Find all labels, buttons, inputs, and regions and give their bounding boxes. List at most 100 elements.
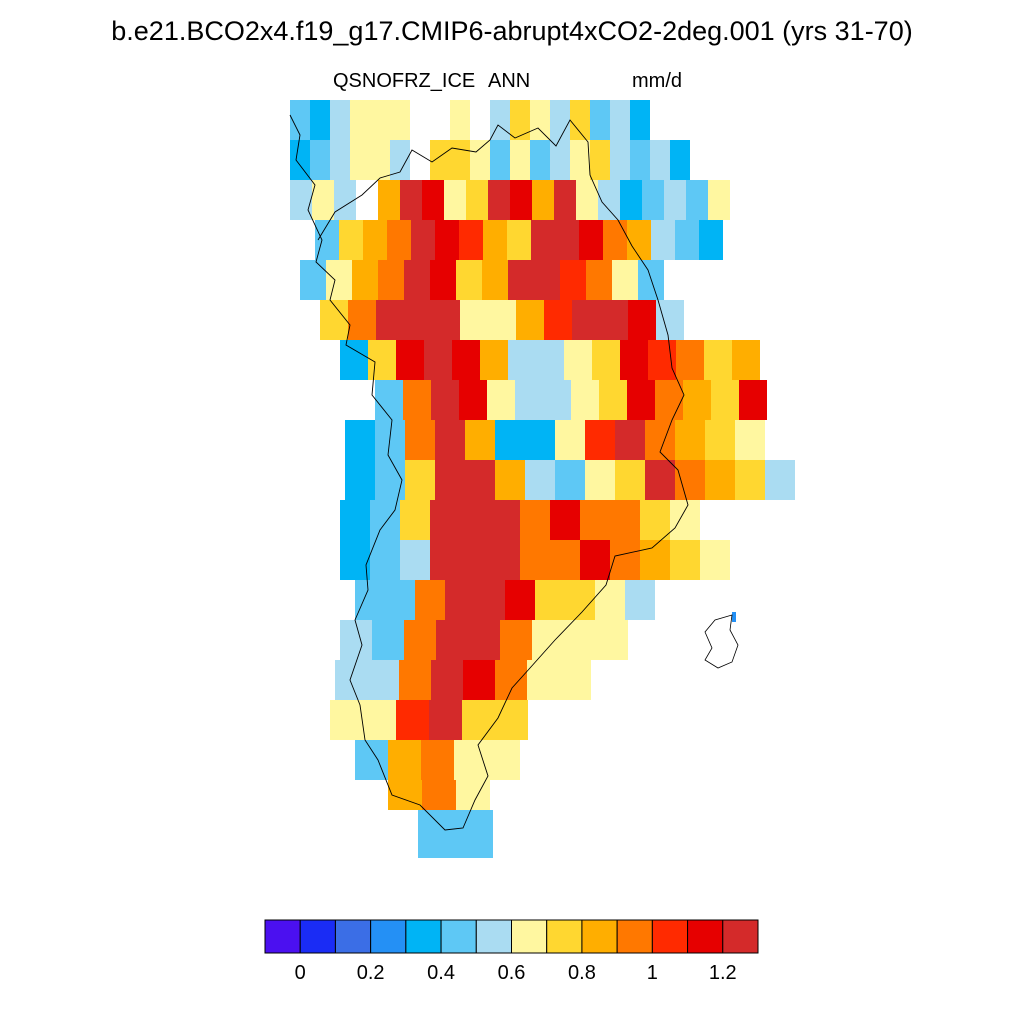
map-cell <box>350 140 370 180</box>
map-cell <box>404 300 432 340</box>
map-cell <box>570 140 590 180</box>
map-cell <box>670 140 690 180</box>
map-cell <box>459 220 483 260</box>
map-cell <box>683 380 711 420</box>
map-cell <box>435 420 465 460</box>
map-cell <box>620 180 642 220</box>
map-cell <box>550 500 580 540</box>
map-cell <box>664 180 686 220</box>
map-cell <box>670 540 700 580</box>
map-cell <box>430 260 456 300</box>
map-cell <box>460 540 490 580</box>
map-cell <box>330 100 350 140</box>
variable-label: QSNOFRZ_ICE <box>333 70 476 92</box>
map-cell <box>340 340 368 380</box>
map-cell <box>378 260 404 300</box>
units-label: mm/d <box>632 70 682 92</box>
map-cell <box>396 340 424 380</box>
map-cell <box>445 580 475 620</box>
map-cell <box>290 140 310 180</box>
map-cell <box>564 620 596 660</box>
colorbar-box <box>264 919 301 954</box>
map-cell <box>436 620 468 660</box>
map-cell <box>708 180 730 220</box>
map-cell <box>367 660 399 700</box>
iceland-coastline <box>704 614 739 669</box>
map-cell <box>508 340 536 380</box>
map-cell <box>642 180 664 220</box>
map-cell <box>560 260 586 300</box>
map-cell <box>610 140 630 180</box>
map-cell <box>385 580 415 620</box>
map-cell <box>387 220 411 260</box>
map-cell <box>375 460 405 500</box>
map-cell <box>596 620 628 660</box>
map-cell <box>610 500 640 540</box>
map-cell <box>655 380 683 420</box>
colorbar-box <box>405 919 442 954</box>
map-cell <box>534 260 560 300</box>
map-cell <box>704 340 732 380</box>
map-cell <box>675 420 705 460</box>
map-cell <box>466 180 488 220</box>
map-cell <box>490 540 520 580</box>
map-cell <box>564 340 592 380</box>
colorbar-box <box>334 919 372 954</box>
map-cell <box>459 380 487 420</box>
map-cell <box>600 300 628 340</box>
map-cell <box>590 100 610 140</box>
map-cell <box>507 220 531 260</box>
map-cell <box>565 580 595 620</box>
map-cell <box>334 180 356 220</box>
map-cell <box>495 460 525 500</box>
map-cell <box>525 420 555 460</box>
map-cell <box>350 100 370 140</box>
map-cell <box>699 220 723 260</box>
map-cell <box>630 100 650 140</box>
map-cell <box>530 100 550 140</box>
map-cell <box>735 420 765 460</box>
map-cell <box>520 500 550 540</box>
map-cell <box>335 660 367 700</box>
map-cell <box>570 100 590 140</box>
map-cell <box>555 460 585 500</box>
colorbar-box <box>687 919 724 954</box>
map-cell <box>418 810 493 858</box>
colorbar-box <box>546 919 583 954</box>
map-cell <box>310 140 330 180</box>
map-cell <box>370 500 400 540</box>
map-cell <box>339 220 363 260</box>
map-cell <box>532 620 564 660</box>
map-cell <box>363 700 396 740</box>
map-cell <box>554 180 576 220</box>
colorbar-tick-label: 0.4 <box>427 962 455 984</box>
map-cell <box>435 220 459 260</box>
map-cell <box>422 780 456 810</box>
map-cell <box>615 460 645 500</box>
map-cell <box>487 740 520 780</box>
map-cell <box>411 220 435 260</box>
map-cell <box>765 460 795 500</box>
map-cell <box>739 380 767 420</box>
colorbar-box <box>440 919 477 954</box>
map-cell <box>388 780 422 810</box>
map-cell <box>572 300 600 340</box>
map-cell <box>430 140 450 180</box>
map-cell <box>370 540 400 580</box>
map-cell <box>651 220 675 260</box>
map-cell <box>363 220 387 260</box>
map-cell <box>400 540 430 580</box>
map-cell <box>372 620 404 660</box>
map-cell <box>488 180 510 220</box>
map-cell <box>550 540 580 580</box>
map-cell <box>555 420 585 460</box>
map-cell <box>422 180 444 220</box>
map-cell <box>711 380 739 420</box>
map-cell <box>431 380 459 420</box>
map-cell <box>399 660 431 700</box>
map-cell <box>640 500 670 540</box>
map-cell <box>580 500 610 540</box>
map-cell <box>495 700 528 740</box>
colorbar-box <box>511 919 548 954</box>
